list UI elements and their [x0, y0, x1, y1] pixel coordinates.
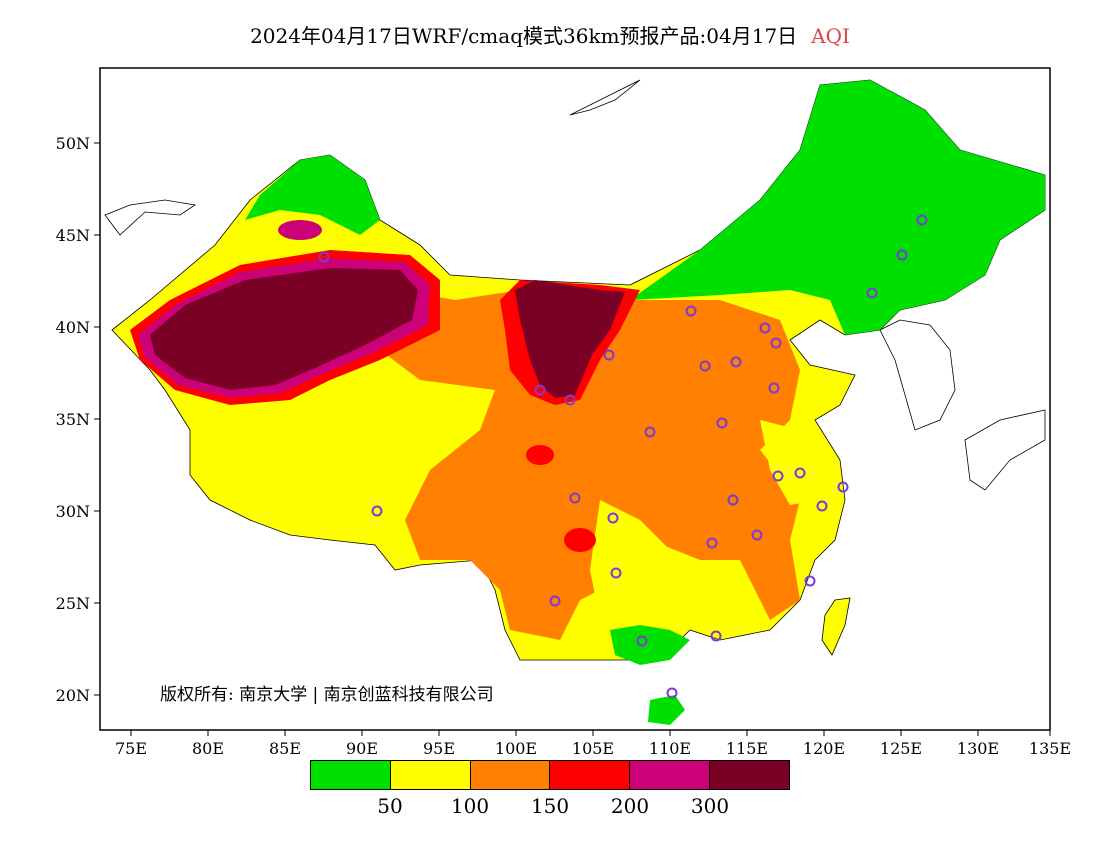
- lat-label: 35N: [56, 410, 90, 429]
- legend-swatch: [710, 761, 789, 789]
- color-legend: [310, 760, 790, 790]
- legend-label: 100: [450, 794, 490, 818]
- map-title: 2024年04月17日WRF/cmaq模式36km预报产品:04月17日 AQI: [0, 20, 1100, 49]
- west-outline: [104, 199, 197, 236]
- lon-label: 75E: [115, 739, 147, 758]
- legend-label: 300: [690, 794, 730, 818]
- yellow-pocket-south: [590, 500, 700, 640]
- korea-outline: [879, 319, 956, 431]
- lat-label: 40N: [56, 318, 90, 337]
- green-south-coast: [610, 625, 690, 665]
- orange-central: [380, 290, 800, 640]
- lat-label: 50N: [56, 134, 90, 153]
- japan-outline: [964, 409, 1046, 491]
- green-xinjiang: [245, 155, 380, 235]
- lat-labels: 50N 45N 40N 35N 30N 25N 20N: [56, 134, 90, 705]
- lon-label: 115E: [726, 739, 768, 758]
- green-northeast: [630, 80, 1045, 335]
- product-label: AQI: [811, 24, 850, 48]
- yellow-pocket-east: [760, 420, 830, 505]
- lat-label: 45N: [56, 226, 90, 245]
- maroon-mongolia: [515, 280, 625, 398]
- lon-label: 120E: [803, 739, 845, 758]
- green-hainan: [648, 695, 685, 725]
- title-text: 2024年04月17日WRF/cmaq模式36km预报产品:04月17日: [250, 24, 798, 48]
- legend-swatch: [550, 761, 631, 789]
- legend-swatch: [630, 761, 711, 789]
- lon-label: 130E: [957, 739, 999, 758]
- lon-label: 95E: [423, 739, 455, 758]
- lat-axis: [94, 142, 100, 696]
- lon-label: 80E: [192, 739, 224, 758]
- lon-labels: 75E 80E 85E 90E 95E 100E 105E 110E 115E …: [115, 739, 1071, 758]
- red-blob-gansu: [526, 445, 554, 465]
- taiwan: [821, 597, 851, 656]
- lon-label: 125E: [880, 739, 922, 758]
- sakhalin-outline: [569, 79, 641, 116]
- lon-label: 100E: [495, 739, 537, 758]
- lat-label: 25N: [56, 594, 90, 613]
- lon-label: 135E: [1029, 739, 1071, 758]
- lat-label: 20N: [56, 686, 90, 705]
- lon-label: 110E: [649, 739, 691, 758]
- maroon-taklamakan: [150, 268, 418, 390]
- legend-swatch: [470, 761, 551, 789]
- lon-label: 85E: [269, 739, 301, 758]
- lon-label: 90E: [346, 739, 378, 758]
- legend-label: 200: [610, 794, 650, 818]
- lon-label: 105E: [572, 739, 614, 758]
- legend-swatch: [390, 761, 471, 789]
- legend-label: 150: [530, 794, 570, 818]
- copyright-text: 版权所有: 南京大学 | 南京创蓝科技有限公司: [160, 685, 494, 705]
- magenta-blob-north: [278, 220, 322, 240]
- lat-label: 30N: [56, 502, 90, 521]
- city-markers: [318, 214, 928, 699]
- red-blob-sichuan: [564, 528, 596, 552]
- legend-label: 50: [377, 794, 403, 818]
- lon-axis: [130, 730, 1051, 736]
- legend-swatch: [311, 761, 391, 789]
